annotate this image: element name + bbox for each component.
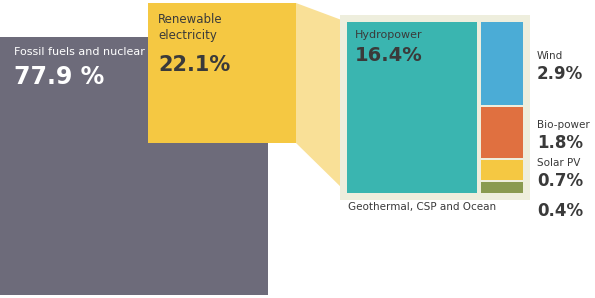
Bar <box>481 22 523 105</box>
Text: 77.9 %: 77.9 % <box>14 65 104 89</box>
Text: 2.9%: 2.9% <box>537 65 583 83</box>
Bar <box>481 106 523 158</box>
Text: Solar PV: Solar PV <box>537 158 580 168</box>
Polygon shape <box>296 3 347 193</box>
Text: 0.7%: 0.7% <box>537 172 583 190</box>
Text: 0.4%: 0.4% <box>537 202 583 220</box>
Bar <box>481 160 523 180</box>
Text: 22.1%: 22.1% <box>158 55 230 75</box>
Bar <box>481 181 523 193</box>
Text: 1.8%: 1.8% <box>537 134 583 152</box>
Bar <box>148 3 296 143</box>
Text: Wind: Wind <box>537 51 563 61</box>
Text: Renewable
electricity: Renewable electricity <box>158 13 223 42</box>
Text: Geothermal, CSP and Ocean: Geothermal, CSP and Ocean <box>348 202 496 212</box>
Text: 16.4%: 16.4% <box>355 46 423 65</box>
Bar <box>0 37 268 295</box>
Bar <box>347 22 477 193</box>
Text: Bio-power: Bio-power <box>537 120 590 130</box>
Text: Fossil fuels and nuclear: Fossil fuels and nuclear <box>14 47 145 57</box>
Text: Hydropower: Hydropower <box>355 30 422 40</box>
Bar <box>340 15 530 200</box>
